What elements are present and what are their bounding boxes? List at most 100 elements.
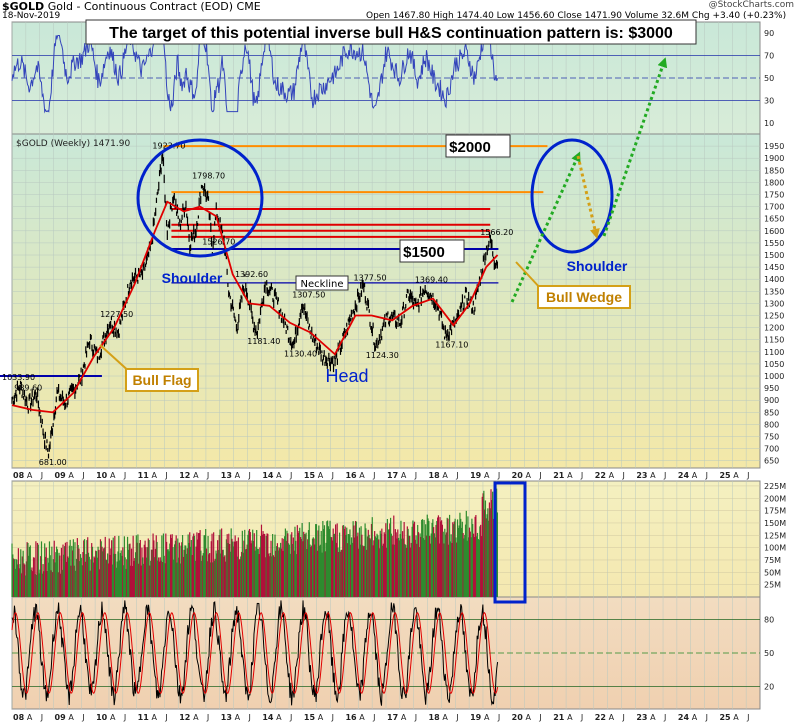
x-tick-label-bottom: A	[401, 713, 407, 722]
price-tick-label: 1000	[764, 372, 784, 381]
x-tick-label: A	[692, 471, 698, 480]
gold-arrow	[576, 155, 600, 239]
rsi-tick-label: 70	[764, 52, 774, 61]
bull-wedge-box	[537, 285, 631, 309]
x-tick-label: A	[401, 471, 407, 480]
x-tick-label-bottom: 15	[304, 713, 316, 722]
x-tick-label-bottom: A	[318, 713, 324, 722]
x-tick-label-bottom: J	[580, 713, 583, 722]
price-tick-label: 1750	[764, 191, 784, 200]
x-tick-label: 11	[138, 471, 150, 480]
price-tick-label: 1600	[764, 227, 784, 236]
left-shoulder-circle	[136, 138, 264, 258]
price-value-label: 1798.70	[192, 172, 225, 181]
price-value-label: 1167.10	[435, 341, 468, 350]
x-tick-label: A	[276, 471, 282, 480]
stoch-tick-label: 20	[764, 683, 774, 692]
price-tick-label: 750	[764, 433, 779, 442]
neckline-box	[295, 275, 349, 291]
price-tick-label: 700	[764, 445, 779, 454]
price-tick-label: 1100	[764, 348, 784, 357]
left-shoulder-label: Shoulder	[162, 270, 223, 286]
x-tick-label-bottom: J	[372, 713, 375, 722]
price-value-label: 681.00	[39, 458, 67, 467]
x-tick-label-bottom: 24	[678, 713, 690, 722]
x-tick-label: A	[110, 471, 116, 480]
x-tick-label-bottom: J	[164, 713, 167, 722]
low-value: 1456.60	[517, 11, 555, 21]
rsi-tick-label: 90	[764, 29, 774, 38]
price-value-label: 1227.50	[100, 310, 133, 319]
price-tick-label: 1200	[764, 324, 784, 333]
x-tick-label: J	[621, 471, 624, 480]
ohlc-stats: Open 1467.80 High 1474.40 Low 1456.60 Cl…	[366, 11, 786, 21]
green-arrow-2	[602, 57, 668, 237]
x-tick-label: A	[567, 471, 573, 480]
x-tick-label: 14	[262, 471, 274, 480]
x-tick-label-bottom: 21	[553, 713, 565, 722]
x-tick-label: J	[414, 471, 417, 480]
x-tick-label-bottom: J	[331, 713, 334, 722]
x-tick-label: J	[247, 471, 250, 480]
open-label: Open	[366, 11, 391, 21]
x-tick-label-bottom: 25	[719, 713, 731, 722]
stochastic-layer	[11, 600, 499, 706]
x-tick-label: 17	[387, 471, 398, 480]
price-value-label: 1124.30	[366, 351, 399, 360]
price-value-label: 1369.40	[415, 276, 448, 285]
x-tick-label: A	[359, 471, 365, 480]
x-tick-label-bottom: J	[497, 713, 500, 722]
x-tick-label: J	[289, 471, 292, 480]
price-tick-label: 650	[764, 457, 779, 466]
x-tick-label: 13	[221, 471, 232, 480]
price-value-label: 989.60	[14, 384, 42, 393]
annotations: The target of this potential inverse bul…	[16, 19, 697, 604]
x-tick-label-bottom: J	[206, 713, 209, 722]
x-tick-label: 21	[553, 471, 565, 480]
x-tick-label-bottom: A	[152, 713, 158, 722]
price-tick-label: 1950	[764, 142, 784, 151]
price-tick-label: 1650	[764, 215, 784, 224]
bull-flag-box	[125, 368, 199, 392]
x-tick-label-bottom: J	[123, 713, 126, 722]
x-tick-label-bottom: 11	[138, 713, 150, 722]
x-tick-label: 16	[345, 471, 357, 480]
x-tick-label: 20	[512, 471, 524, 480]
price-tick-label: 1800	[764, 178, 784, 187]
x-tick-label: A	[27, 471, 33, 480]
volume-value: 32.6M	[661, 11, 690, 21]
chart-title: The target of this potential inverse bul…	[109, 25, 673, 42]
x-tick-label: J	[331, 471, 334, 480]
volume-highlight-box	[493, 481, 527, 604]
right-shoulder-circle	[530, 138, 614, 254]
x-tick-label: J	[538, 471, 541, 480]
copyright: @StockCharts.com	[708, 0, 794, 10]
price-tick-label: 1700	[764, 203, 784, 212]
volume-tick-label: 100M	[764, 544, 786, 553]
x-tick-label-bottom: 14	[262, 713, 274, 722]
x-tick-label-bottom: J	[705, 713, 708, 722]
x-tick-label-bottom: 18	[429, 713, 441, 722]
volume-tick-label: 225M	[764, 482, 786, 491]
x-tick-label: J	[372, 471, 375, 480]
x-tick-label-bottom: 20	[512, 713, 524, 722]
rsi-tick-label: 10	[764, 119, 774, 128]
chart-date: 18-Nov-2019	[2, 11, 61, 21]
x-tick-label-bottom: J	[40, 713, 43, 722]
x-tick-label: A	[68, 471, 74, 480]
x-tick-label: J	[663, 471, 666, 480]
high-value: 1474.40	[456, 11, 494, 21]
x-tick-label-bottom: J	[455, 713, 458, 722]
price-tick-label: 900	[764, 396, 779, 405]
x-tick-label: J	[164, 471, 167, 480]
x-tick-label: 25	[719, 471, 731, 480]
x-tick-label: J	[81, 471, 84, 480]
x-tick-label: A	[318, 471, 324, 480]
x-tick-label: A	[609, 471, 615, 480]
price-tick-label: 1250	[764, 312, 784, 321]
x-tick-label-bottom: J	[538, 713, 541, 722]
x-tick-label-bottom: A	[276, 713, 282, 722]
x-tick-label: 15	[304, 471, 316, 480]
low-label: Low	[496, 11, 515, 21]
